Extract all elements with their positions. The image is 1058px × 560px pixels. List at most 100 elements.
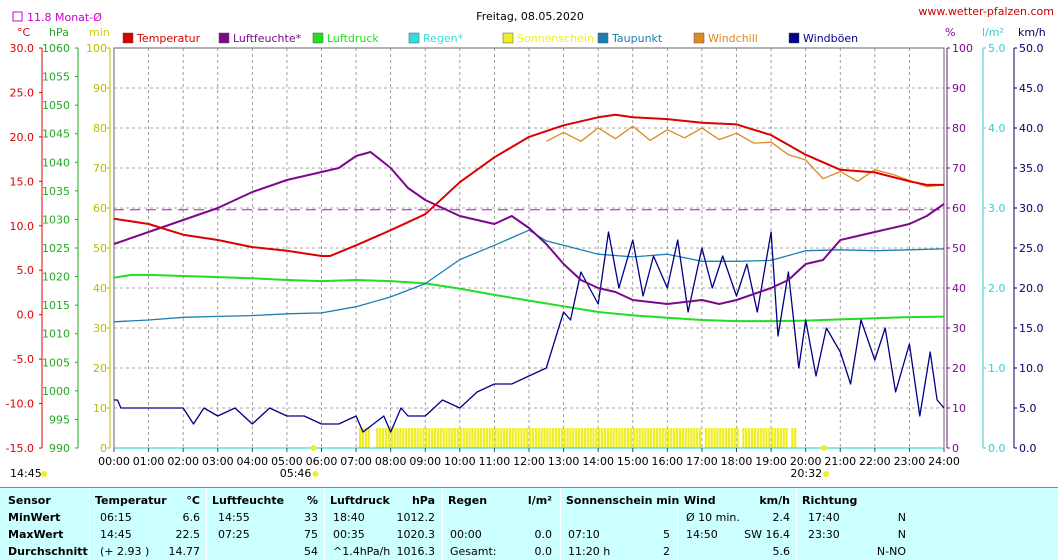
sunshine-bar: [413, 428, 416, 448]
sunshine-bar: [382, 428, 385, 448]
sunshine-bar: [451, 428, 454, 448]
tick-label: 1005: [42, 356, 70, 369]
sunshine-bar: [488, 428, 491, 448]
sunshine-bar: [572, 428, 575, 448]
x-tick-label: 21:00: [824, 455, 856, 468]
x-tick-label: 13:00: [548, 455, 580, 468]
stats-row-label: MinWert: [8, 511, 61, 524]
tick-label: 50.0: [1019, 42, 1044, 55]
stats-wind-a: Ø 10 min.: [686, 511, 740, 524]
legend-swatch: [408, 32, 420, 44]
sunshine-bar: [655, 428, 659, 448]
sunshine-bar: [364, 428, 367, 448]
x-tick-label: 07:00: [340, 455, 372, 468]
x-tick-label: 19:00: [755, 455, 787, 468]
sunshine-bar: [399, 428, 402, 448]
sunshine-bar: [658, 428, 661, 448]
stats-dir-time: 17:40: [808, 511, 840, 524]
tick-label: 90: [93, 82, 107, 95]
website-link[interactable]: www.wetter-pfalzen.com: [918, 5, 1054, 18]
sunrise-marker: [310, 445, 317, 451]
tick-label: 5.0: [1019, 402, 1037, 415]
sunshine-bar: [678, 428, 682, 448]
stats-divider: [88, 488, 90, 560]
stats-temp-time: 14:45: [100, 528, 132, 541]
stats-press-val: 1012.2: [396, 511, 436, 524]
sunshine-bar: [675, 428, 679, 448]
stats-hum-time: 07:25: [218, 528, 250, 541]
stats-hum-val: 54: [304, 545, 318, 558]
stats-rain-time: Gesamt:: [450, 545, 497, 558]
stats-wind-a: 14:50: [686, 528, 718, 541]
sunshine-bar: [511, 428, 514, 448]
tick-label: -10.0: [6, 398, 34, 411]
sunshine-bar: [491, 428, 494, 448]
sunshine-bar: [431, 428, 434, 448]
tick-label: 20: [93, 362, 107, 375]
chart-title: Freitag, 08.05.2020: [476, 10, 584, 23]
sunshine-bar: [505, 428, 509, 448]
sunshine-bar: [439, 428, 442, 448]
tick-label: 30: [952, 322, 966, 335]
stats-header-press: Luftdruck: [330, 494, 390, 507]
sunshine-bar: [750, 428, 754, 448]
tick-label: 0.0: [17, 309, 35, 322]
tick-label: 25.0: [10, 86, 35, 99]
sunshine-bar: [632, 428, 635, 448]
tick-label: 5.0: [988, 42, 1006, 55]
sunshine-bar: [782, 428, 785, 448]
tick-label: 4.0: [988, 122, 1006, 135]
tick-label: 1025: [42, 242, 70, 255]
sunshine-bar: [540, 428, 543, 448]
tick-label: 70: [93, 162, 107, 175]
sunshine-bar: [710, 428, 713, 448]
stats-temp-val: 14.77: [168, 545, 201, 558]
sunshine-bar: [635, 428, 638, 448]
sunshine-bar: [477, 428, 480, 448]
sunshine-bar: [650, 428, 653, 448]
sunshine-bar: [454, 428, 457, 448]
sunshine-bar: [768, 428, 771, 448]
tick-label: 5.0: [17, 264, 35, 277]
tick-label: 3.0: [988, 202, 1006, 215]
sunshine-bar: [773, 428, 777, 448]
stats-divider: [559, 488, 561, 560]
tick-label: 2.0: [988, 282, 1006, 295]
monthavg-icon: [12, 11, 23, 22]
stats-header-wind: Wind: [684, 494, 716, 507]
stats-row-label: Durchschnitt: [8, 545, 88, 558]
sunshine-bar: [529, 428, 532, 448]
sunshine-bar: [707, 428, 710, 448]
sunshine-bar: [670, 428, 673, 448]
series-windchill: [546, 125, 945, 188]
sunshine-bar: [716, 428, 719, 448]
stats-sun-val: 5: [663, 528, 670, 541]
legend-label: Regen*: [423, 32, 464, 45]
sunshine-bar: [595, 428, 598, 448]
sunshine-bar: [687, 428, 690, 448]
stats-divider: [205, 488, 207, 560]
legend-swatch: [788, 32, 800, 44]
sunshine-bar: [376, 428, 379, 448]
stats-temp-time: 06:15: [100, 511, 132, 524]
sunshine-bar: [433, 428, 437, 448]
sunshine-bar: [508, 428, 512, 448]
x-tick-label: 01:00: [133, 455, 165, 468]
sunshine-bar: [626, 428, 630, 448]
tick-label: 50: [93, 242, 107, 255]
tick-label: 40: [93, 282, 107, 295]
tick-label: 10: [93, 402, 107, 415]
tick-label: 30.0: [1019, 202, 1044, 215]
legend-label: Temperatur: [136, 32, 201, 45]
sunshine-bar: [699, 428, 702, 448]
sunrise-icon: [312, 471, 319, 477]
sunshine-bar: [719, 428, 722, 448]
stats-sun-val: 2: [663, 545, 670, 558]
sunshine-bar: [667, 428, 670, 448]
sunshine-bar: [482, 428, 486, 448]
sunshine-bar: [442, 428, 445, 448]
sunshine-bar: [410, 428, 414, 448]
sunshine-bar: [459, 428, 463, 448]
tick-label: 45.0: [1019, 82, 1044, 95]
tick-label: 70: [952, 162, 966, 175]
